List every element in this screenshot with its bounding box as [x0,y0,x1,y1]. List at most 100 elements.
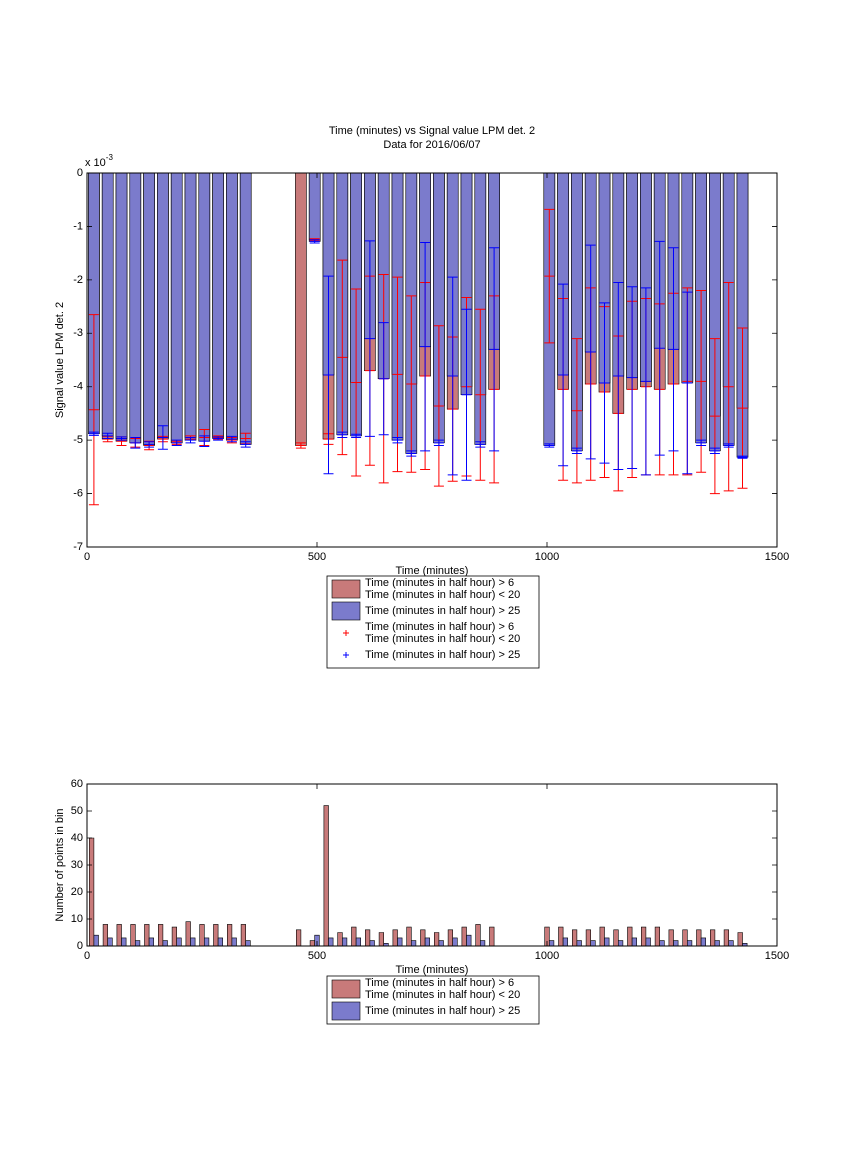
error-bar [226,435,237,443]
error-bar [171,439,182,446]
error-bar [654,240,665,456]
error-bar [213,436,224,441]
y-tick-label: 10 [71,913,83,925]
y-multiplier: x 10-3 [85,153,113,169]
x-tick-label: 500 [308,950,326,962]
bar [714,940,720,947]
legend-label: Time (minutes in half hour) > 25 [365,605,520,617]
error-bar [475,308,486,481]
legend-label: Time (minutes in half hour) > 25 [365,1005,520,1017]
legend-swatch [331,1001,361,1021]
error-bar [102,435,113,443]
legend-label: Time (minutes in half hour) > 25 [365,649,520,661]
y-tick-label: 0 [77,940,83,952]
bar [171,926,177,947]
error-bar [571,447,582,454]
bar [143,172,155,445]
error-bar [351,433,362,438]
bar [392,929,398,947]
error-bar [461,308,472,481]
chart-subtitle: Data for 2016/06/07 [383,139,480,151]
x-tick-label: 1000 [535,950,559,962]
x-tick-label: 1500 [765,950,789,962]
bar [411,940,417,947]
error-bar [433,439,444,446]
bar [420,929,426,947]
bar [723,929,729,947]
bar [355,937,361,947]
bar [328,937,334,947]
x-tick-label: 1500 [765,551,789,563]
legend-label: Time (minutes in half hour) > 6 Time (min… [365,577,520,601]
bar [576,940,582,947]
bar [378,932,384,947]
multiplier-exponent: -3 [106,153,114,162]
error-bar [668,247,679,452]
error-bar [475,441,486,448]
error-bar [240,441,251,448]
error-bar [185,436,196,444]
error-bar [571,338,582,484]
legend-box [326,575,540,669]
bar [231,937,237,947]
bar [227,924,233,947]
error-bar [723,282,734,492]
error-bar [116,436,127,446]
bar [480,940,486,947]
bar [101,172,114,437]
bar [604,937,610,947]
error-bar [696,290,707,473]
bar [654,926,660,947]
bar [475,924,481,947]
y-tick-label: -2 [73,274,83,286]
bar [447,929,453,947]
bar [682,929,688,947]
y-tick-label: 20 [71,886,83,898]
bar [438,940,444,947]
error-bar [613,282,624,471]
error-bar [627,286,638,469]
y-tick-label: -4 [73,381,83,393]
error-bar [709,338,720,495]
y-tick-label: -6 [73,487,83,499]
error-bar [102,432,113,440]
error-bar [199,435,210,448]
bar [700,937,706,947]
bar [641,926,647,947]
legend-label: Time (minutes in half hour) > 6 Time (min… [365,977,520,1001]
error-bar [709,447,720,454]
bar [351,926,357,947]
bar [337,932,343,947]
axes-frame [86,172,778,548]
bar [185,921,191,947]
error-bar [696,439,707,446]
y-tick-label: -3 [73,327,83,339]
legend-label: Time (minutes in half hour) > 6 Time (min… [365,621,520,645]
error-bar [737,327,748,489]
bar [129,172,142,444]
bar [452,937,458,947]
bar [696,929,702,947]
error-bar [406,450,417,457]
legend-marker [343,630,349,636]
error-bar [489,247,500,452]
bar [461,926,467,947]
error-bar [392,276,403,473]
bar [102,924,108,947]
bar [406,926,412,947]
multiplier-base: x 10 [85,157,106,169]
x-axis-label: Time (minutes) [396,964,469,976]
bar [295,172,307,446]
x-tick-label: 0 [84,950,90,962]
error-bar [544,443,555,448]
x-axis-label: Time (minutes) [396,565,469,577]
y-tick-label: -5 [73,434,83,446]
error-bar [337,431,348,438]
x-tick-label: 0 [84,551,90,563]
error-bar [116,436,127,441]
bar [198,172,211,442]
bar [590,940,596,947]
bar [618,940,624,947]
bar [144,924,150,947]
bar [631,937,637,947]
